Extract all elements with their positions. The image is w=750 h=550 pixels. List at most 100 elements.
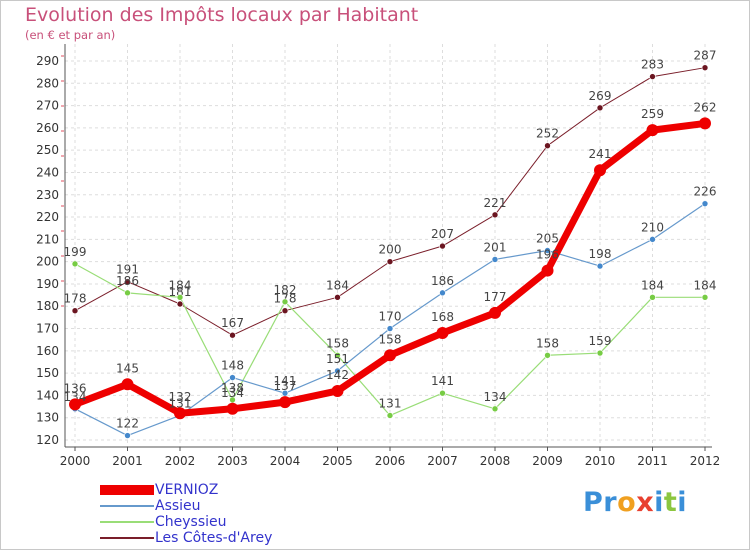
data-point bbox=[439, 289, 446, 297]
data-label: 262 bbox=[694, 100, 717, 114]
legend-label: Les Côtes-d'Arey bbox=[155, 530, 273, 546]
data-point bbox=[596, 104, 604, 112]
data-label: 241 bbox=[589, 147, 612, 161]
data-label: 287 bbox=[694, 49, 717, 63]
data-label: 136 bbox=[64, 381, 87, 395]
y-tick-label: 280 bbox=[36, 76, 59, 90]
legend-label: Cheyssieu bbox=[155, 514, 227, 530]
data-point bbox=[279, 396, 291, 409]
data-label: 200 bbox=[379, 243, 402, 257]
data-label: 178 bbox=[64, 292, 87, 306]
data-point bbox=[229, 331, 236, 339]
data-label: 168 bbox=[431, 310, 454, 324]
legend-label: Assieu bbox=[155, 498, 201, 514]
data-point bbox=[226, 402, 239, 415]
y-tick-label: 120 bbox=[36, 433, 59, 447]
data-label: 210 bbox=[641, 220, 664, 234]
data-point bbox=[596, 262, 604, 270]
y-tick-label: 290 bbox=[36, 54, 59, 68]
y-tick-label: 260 bbox=[36, 121, 59, 135]
x-tick-label: 2001 bbox=[112, 454, 143, 468]
data-label: 141 bbox=[274, 374, 297, 388]
data-point bbox=[71, 307, 79, 314]
data-label: 134 bbox=[484, 390, 507, 404]
y-tick-label: 200 bbox=[36, 255, 59, 269]
y-tick-label: 190 bbox=[36, 277, 59, 291]
data-point bbox=[71, 260, 79, 268]
logo-letter: t bbox=[663, 487, 678, 518]
logo-letter: x bbox=[636, 487, 655, 518]
data-point bbox=[331, 384, 344, 397]
chart-subtitle: (en € et par an) bbox=[25, 28, 116, 42]
data-label: 283 bbox=[641, 58, 664, 72]
y-tick-label: 130 bbox=[36, 411, 59, 425]
legend-swatch bbox=[100, 505, 154, 507]
data-point bbox=[699, 117, 711, 130]
data-point bbox=[701, 200, 709, 207]
data-label: 122 bbox=[116, 417, 139, 431]
data-label: 184 bbox=[169, 278, 192, 292]
logo-letter: i bbox=[654, 487, 664, 518]
y-tick-label: 240 bbox=[36, 165, 59, 179]
plot-area bbox=[65, 44, 712, 447]
data-point bbox=[436, 326, 449, 339]
data-point bbox=[544, 142, 551, 150]
data-label: 141 bbox=[431, 374, 454, 388]
data-label: 196 bbox=[536, 248, 559, 262]
y-tick-label: 180 bbox=[36, 299, 59, 313]
data-point bbox=[439, 389, 446, 397]
data-label: 226 bbox=[694, 185, 717, 199]
data-point bbox=[174, 407, 186, 420]
logo-letter: r bbox=[603, 487, 618, 518]
data-point bbox=[544, 247, 551, 254]
data-label: 184 bbox=[641, 278, 664, 292]
data-label: 181 bbox=[169, 285, 192, 299]
data-point bbox=[334, 367, 341, 375]
data-point bbox=[121, 378, 134, 391]
data-label: 142 bbox=[326, 368, 349, 382]
data-point bbox=[384, 349, 396, 362]
x-tick-label: 2010 bbox=[585, 454, 616, 468]
data-point bbox=[69, 398, 81, 411]
data-label: 177 bbox=[484, 290, 507, 304]
data-point bbox=[544, 351, 551, 359]
y-tick-label: 160 bbox=[36, 344, 59, 358]
data-label: 269 bbox=[589, 89, 612, 103]
data-label: 198 bbox=[589, 247, 612, 261]
data-label: 199 bbox=[64, 245, 87, 259]
data-point bbox=[386, 325, 394, 332]
data-label: 134 bbox=[64, 390, 87, 404]
x-tick-label: 2006 bbox=[375, 454, 406, 468]
data-label: 151 bbox=[326, 352, 349, 366]
data-point bbox=[176, 294, 184, 301]
data-label: 134 bbox=[221, 386, 244, 400]
x-tick-label: 2002 bbox=[165, 454, 196, 468]
chart-title: Evolution des Impôts locaux par Habitant bbox=[25, 4, 419, 26]
data-point bbox=[596, 349, 604, 357]
legend-swatch bbox=[100, 521, 154, 523]
data-label: 259 bbox=[641, 107, 664, 121]
data-point bbox=[701, 64, 709, 71]
data-label: 205 bbox=[536, 232, 559, 246]
y-tick-label: 220 bbox=[36, 210, 59, 224]
logo-letter: o bbox=[617, 487, 637, 518]
data-point bbox=[334, 351, 341, 359]
data-label: 252 bbox=[536, 127, 559, 141]
data-point bbox=[281, 307, 289, 314]
data-point bbox=[386, 412, 394, 419]
data-label: 201 bbox=[484, 240, 507, 254]
data-point bbox=[491, 256, 499, 263]
data-point bbox=[491, 211, 499, 219]
x-tick-label: 2004 bbox=[270, 454, 301, 468]
legend-swatch bbox=[100, 485, 154, 495]
data-point bbox=[594, 164, 606, 177]
data-point bbox=[439, 242, 446, 250]
data-label: 221 bbox=[484, 196, 507, 210]
data-point bbox=[386, 258, 394, 265]
data-point bbox=[124, 289, 131, 297]
data-point bbox=[334, 294, 341, 301]
data-point bbox=[646, 124, 659, 137]
y-tick-label: 140 bbox=[36, 388, 59, 402]
data-label: 186 bbox=[431, 274, 454, 288]
y-tick-label: 230 bbox=[36, 188, 59, 202]
